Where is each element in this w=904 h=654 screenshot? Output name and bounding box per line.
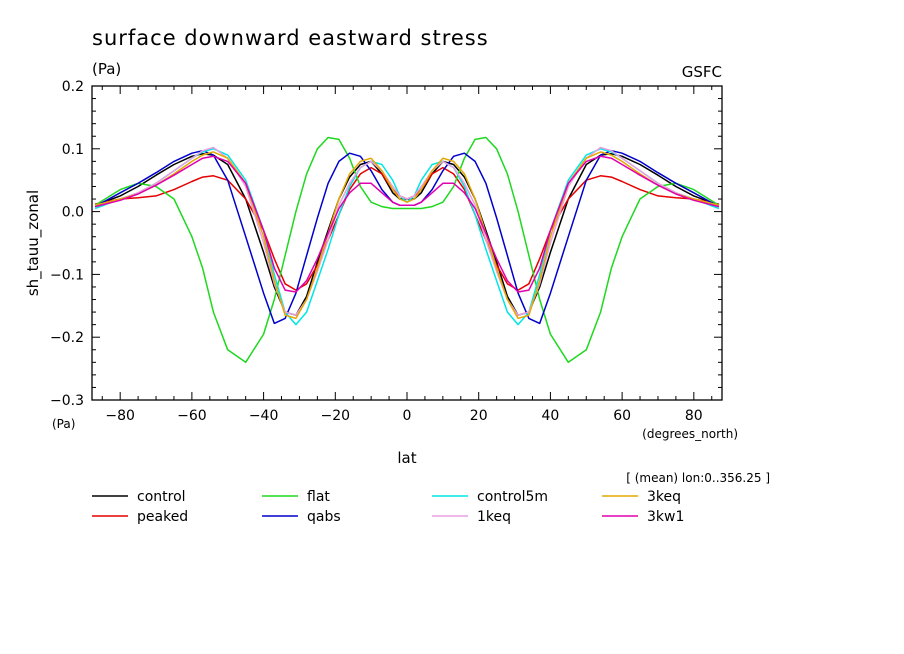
source-label: GSFC [682, 63, 722, 81]
series-line-3 [94, 149, 720, 325]
series-line-2 [94, 136, 720, 364]
x-tick-label: −40 [249, 408, 279, 424]
x-tick-label: 80 [685, 408, 703, 424]
plot-lines [94, 136, 720, 364]
series-line-7 [94, 155, 720, 293]
x-axis-label: lat [397, 449, 416, 467]
legend-label: 1keq [477, 509, 511, 525]
averaging-note: [ (mean) lon:0..356.25 ] [626, 471, 770, 485]
x-tick-label: 20 [470, 408, 488, 424]
legend-label: control [137, 489, 186, 505]
legend-label: 3kw1 [647, 509, 684, 525]
ticks: −80 −60 −40 −20 0 20 40 60 80 −0.3 −0.2 −0.1 0.0 0.1 0… [50, 79, 722, 424]
series-line-0 [94, 153, 720, 316]
x-tick-label: 0 [403, 408, 412, 424]
y-tick-label: −0.2 [50, 330, 84, 346]
y-tick-label: 0.1 [62, 142, 84, 158]
x-tick-label: −60 [177, 408, 207, 424]
legend-label: peaked [137, 509, 188, 525]
x-tick-label: −20 [321, 408, 351, 424]
y-tick-label: −0.3 [50, 393, 84, 409]
y-units-bottom: (Pa) [52, 417, 75, 431]
series-line-6 [94, 151, 720, 320]
x-tick-label: 40 [541, 408, 559, 424]
chart-title: surface downward eastward stress [92, 26, 489, 50]
x-tick-label: 60 [613, 408, 631, 424]
legend-label: control5m [477, 489, 548, 505]
y-units-top: (Pa) [92, 60, 121, 78]
legend-label: 3keq [647, 489, 681, 505]
plot-frame [91, 85, 723, 401]
series-line-4 [94, 148, 720, 326]
y-tick-label: 0.2 [62, 79, 84, 95]
legend-label: flat [307, 489, 330, 505]
x-units: (degrees_north) [642, 427, 738, 441]
y-axis-label: sh_tauu_zonal [24, 190, 43, 296]
y-tick-label: −0.1 [50, 267, 84, 283]
legend: control peaked flat qabs control5m 1keq 3keq 3k… [92, 489, 684, 525]
y-tick-label: 0.0 [62, 205, 84, 221]
legend-label: qabs [307, 509, 341, 525]
x-tick-label: −80 [105, 408, 135, 424]
